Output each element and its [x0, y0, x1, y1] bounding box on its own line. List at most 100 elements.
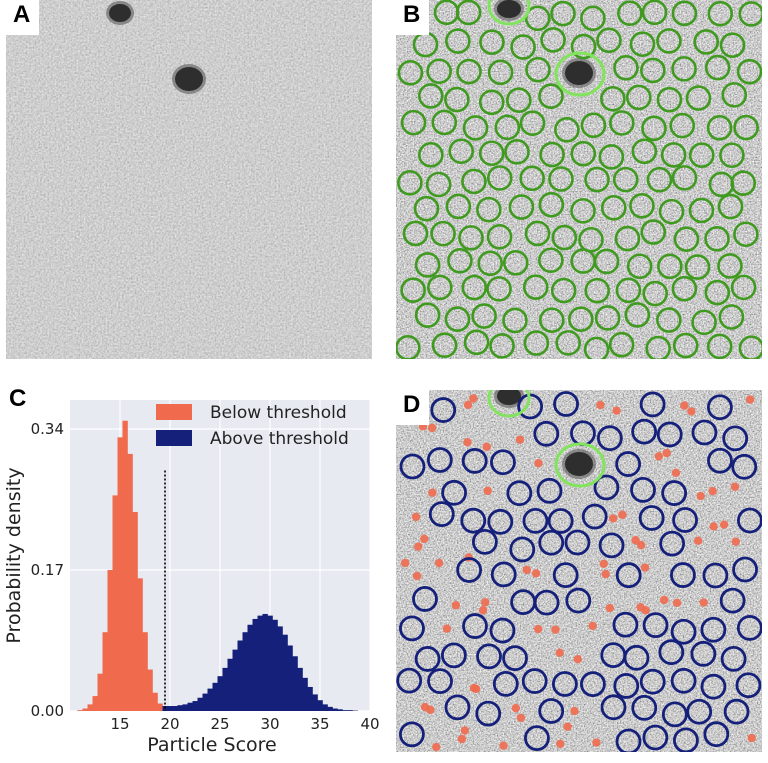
histogram-bar — [203, 694, 208, 711]
histogram-bar — [298, 668, 303, 711]
histogram-bar — [333, 709, 338, 711]
histogram-bar — [98, 674, 103, 711]
micrograph-a-image — [6, 0, 372, 359]
below-threshold-dot — [463, 438, 471, 446]
below-threshold-dot — [479, 606, 487, 614]
micrograph-b-image — [396, 0, 762, 359]
below-threshold-dot — [556, 649, 564, 657]
histogram-bar — [188, 703, 193, 711]
below-threshold-dot — [694, 537, 702, 545]
legend-swatch — [156, 430, 192, 446]
below-threshold-dot — [606, 604, 614, 612]
contaminant-blob — [565, 452, 593, 476]
contaminant-blob — [109, 4, 131, 22]
below-threshold-dot — [421, 703, 429, 711]
panel-b-micrograph: B — [396, 0, 762, 359]
below-threshold-dot — [428, 489, 436, 497]
y-tick-label: 0.17 — [31, 561, 64, 579]
histogram-bar — [128, 454, 133, 711]
histogram-bar — [283, 635, 288, 711]
histogram-bar — [178, 705, 183, 711]
x-tick-label: 20 — [160, 715, 179, 733]
below-threshold-dot — [609, 514, 617, 522]
histogram-bar — [153, 693, 158, 711]
below-threshold-dot — [602, 570, 610, 578]
x-tick-label: 35 — [310, 715, 329, 733]
below-threshold-dot — [523, 566, 531, 574]
panel-a-label: A — [6, 0, 39, 35]
histogram-bar — [223, 668, 228, 711]
histogram-bar — [143, 632, 148, 711]
histogram-bar — [263, 614, 268, 711]
histogram-bar — [228, 659, 233, 711]
histogram-bar — [268, 616, 273, 711]
below-threshold-dot — [435, 559, 443, 567]
below-threshold-dot — [697, 492, 705, 500]
histogram-bar — [113, 495, 118, 711]
below-threshold-dot — [512, 704, 520, 712]
histogram-bar — [78, 710, 83, 711]
histogram-bar — [123, 421, 128, 711]
histogram-bar — [233, 650, 238, 711]
below-threshold-dot — [662, 449, 670, 457]
x-tick-label: 15 — [110, 715, 129, 733]
below-threshold-dot — [458, 735, 466, 743]
histogram-bar — [133, 512, 138, 711]
x-tick-label: 30 — [260, 715, 279, 733]
below-threshold-dot — [412, 513, 420, 521]
below-threshold-dot — [592, 738, 600, 746]
histogram-bar — [198, 698, 203, 711]
below-threshold-dot — [517, 714, 525, 722]
histogram-bar — [338, 709, 343, 711]
below-threshold-dot — [413, 572, 421, 580]
histogram-bar — [148, 670, 153, 711]
histogram-bar — [328, 707, 333, 711]
x-axis-label: Particle Score — [147, 734, 276, 756]
histogram-bar — [343, 710, 348, 711]
below-threshold-dot — [596, 401, 604, 409]
micrograph-noise — [6, 0, 372, 359]
histogram-bar — [138, 578, 143, 711]
below-threshold-dot — [483, 443, 491, 451]
below-threshold-dot — [746, 395, 754, 403]
below-threshold-dot — [618, 511, 626, 519]
panel-b-label: B — [396, 0, 429, 35]
below-threshold-dot — [499, 741, 507, 749]
y-tick-label: 0.34 — [31, 420, 64, 438]
panel-d-label: D — [396, 390, 429, 425]
below-threshold-dot — [532, 569, 540, 577]
histogram-bar — [88, 704, 93, 711]
below-threshold-dot — [600, 560, 608, 568]
below-threshold-dot — [534, 625, 542, 633]
micrograph-d-image — [396, 390, 762, 752]
legend-label: Above threshold — [210, 429, 349, 449]
histogram-bar — [258, 616, 263, 711]
histogram-bar — [348, 710, 353, 711]
below-threshold-dot — [483, 487, 491, 495]
x-tick-label: 40 — [360, 715, 379, 733]
below-threshold-dot — [709, 522, 717, 530]
below-threshold-dot — [612, 407, 620, 415]
histogram-bar — [93, 696, 98, 711]
histogram-bar — [318, 700, 323, 711]
histogram-bar — [313, 694, 318, 711]
histogram-bar — [253, 619, 258, 711]
panel-d-micrograph: D — [396, 390, 762, 752]
below-threshold-dot — [551, 625, 559, 633]
contaminant-blob — [565, 61, 593, 85]
histogram-bar — [278, 626, 283, 711]
below-threshold-dot — [720, 520, 728, 528]
histogram-bar — [303, 678, 308, 711]
below-threshold-dot — [401, 559, 409, 567]
below-threshold-dot — [472, 685, 480, 693]
below-threshold-dot — [556, 740, 564, 748]
below-threshold-dot — [748, 734, 756, 742]
below-threshold-dot — [534, 459, 542, 467]
contaminant-blob — [175, 67, 203, 91]
below-threshold-dot — [699, 598, 707, 606]
below-threshold-dot — [672, 469, 680, 477]
histogram-bar — [158, 704, 163, 711]
below-threshold-dot — [732, 537, 740, 545]
